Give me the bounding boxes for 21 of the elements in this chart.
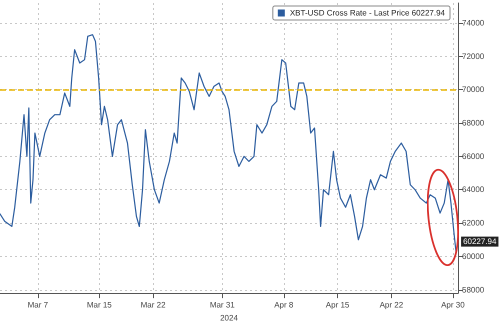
legend-label: XBT-USD Cross Rate - Last Price 60227.94 (290, 8, 446, 18)
x-tick-label: Mar 22 (140, 300, 166, 310)
x-tick-label: Apr 8 (274, 300, 294, 310)
y-tick-label: 64000 (462, 185, 485, 194)
y-tick-label: 60000 (462, 252, 485, 261)
y-tick-label: 58000 (462, 285, 485, 294)
x-tick-label: Apr 22 (380, 300, 404, 310)
x-axis-title: 2024 (220, 314, 238, 322)
y-tick-label: 66000 (462, 152, 485, 161)
x-tick-label: Apr 30 (441, 300, 466, 310)
x-tick-label: Mar 31 (210, 300, 236, 310)
y-tick-label: 74000 (462, 18, 485, 28)
y-tick-label: 68000 (462, 118, 485, 128)
x-tick-label: Apr 15 (326, 300, 350, 310)
line-series (0, 34, 457, 254)
annotation: 60227.94 (463, 237, 497, 246)
x-tick-label: Mar 7 (28, 300, 49, 310)
x-tick-label: Mar 15 (86, 300, 112, 310)
y-tick-label: 70000 (462, 85, 485, 94)
y-tick-label: 72000 (462, 52, 485, 61)
y-tick-label: 62000 (462, 218, 485, 228)
